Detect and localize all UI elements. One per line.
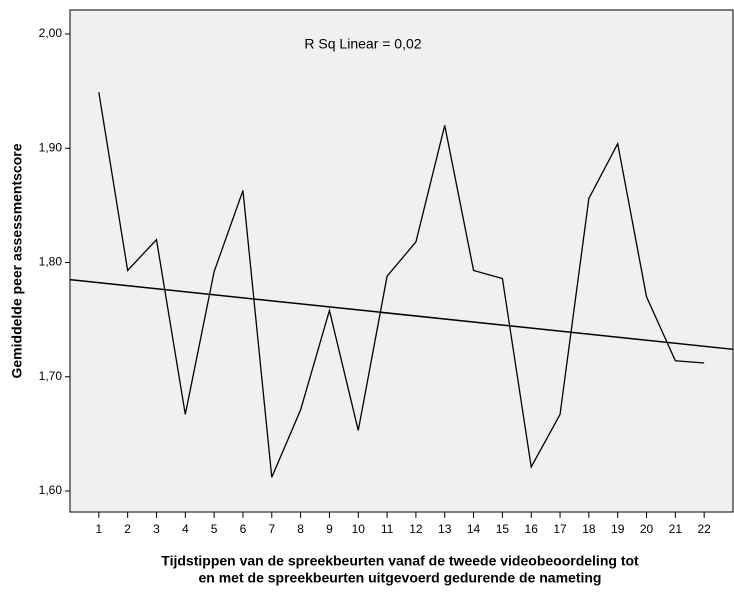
x-tick-label: 18 bbox=[582, 522, 596, 536]
x-tick-label: 6 bbox=[240, 522, 247, 536]
data-line bbox=[98, 92, 705, 478]
x-tick-label: 4 bbox=[182, 522, 189, 536]
x-tick-label: 7 bbox=[268, 522, 275, 536]
x-tick-label: 14 bbox=[467, 522, 481, 536]
x-tick-label: 5 bbox=[211, 522, 218, 536]
x-tick-label: 13 bbox=[438, 522, 452, 536]
x-tick-label: 1 bbox=[95, 522, 102, 536]
x-tick-label: 22 bbox=[697, 522, 711, 536]
x-tick-label: 21 bbox=[669, 522, 683, 536]
x-axis-title: en met de spreekbeurten uitgevoerd gedur… bbox=[199, 570, 602, 586]
annotation: R Sq Linear = 0,02 bbox=[304, 36, 421, 52]
x-axis-title: Tijdstippen van de spreekbeurten vanaf d… bbox=[161, 553, 639, 569]
x-tick-label: 11 bbox=[381, 522, 394, 536]
y-tick-label: 1,70 bbox=[39, 369, 63, 383]
x-tick-label: 10 bbox=[352, 522, 366, 536]
x-tick-label: 12 bbox=[409, 522, 423, 536]
x-tick-label: 2 bbox=[124, 522, 131, 536]
plot-background bbox=[69, 9, 734, 513]
y-tick-label: 1,90 bbox=[39, 140, 63, 154]
y-tick-label: 1,60 bbox=[39, 483, 63, 497]
x-tick-label: 20 bbox=[640, 522, 654, 536]
y-axis-title: Gemiddelde peer assessmentscore bbox=[9, 143, 25, 378]
x-tick-label: 16 bbox=[525, 522, 539, 536]
x-tick-label: 19 bbox=[611, 522, 625, 536]
x-tick-label: 9 bbox=[326, 522, 333, 536]
x-tick-label: 3 bbox=[153, 522, 160, 536]
y-tick-label: 1,80 bbox=[39, 255, 63, 269]
y-tick-label: 2,00 bbox=[39, 26, 63, 40]
fit-line bbox=[69, 278, 734, 351]
x-tick-label: 8 bbox=[297, 522, 304, 536]
x-tick-label: 17 bbox=[553, 522, 567, 536]
x-tick-label: 15 bbox=[496, 522, 510, 536]
